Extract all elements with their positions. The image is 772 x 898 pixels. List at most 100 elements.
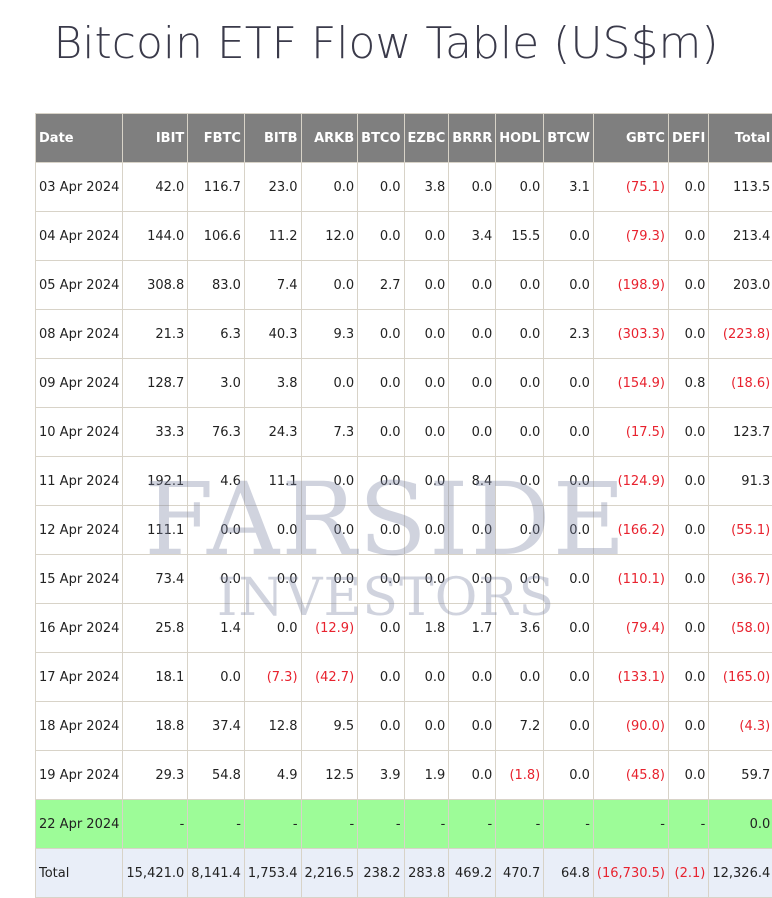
value-cell: 0.0 <box>496 310 544 359</box>
value-cell: 0.0 <box>544 653 594 702</box>
value-cell: 1.9 <box>404 751 449 800</box>
value-cell: 111.1 <box>123 506 188 555</box>
value-cell: 0.0 <box>668 751 708 800</box>
value-cell: 0.0 <box>668 702 708 751</box>
value-cell: 0.0 <box>544 408 594 457</box>
value-cell: 23.0 <box>244 163 301 212</box>
value-cell: 0.0 <box>449 506 496 555</box>
column-header-total: Total <box>709 114 772 163</box>
value-cell: 213.4 <box>709 212 772 261</box>
value-cell: 0.0 <box>358 359 404 408</box>
value-cell: 0.0 <box>188 555 245 604</box>
page-title: Bitcoin ETF Flow Table (US$m) <box>0 18 772 69</box>
value-cell: 469.2 <box>449 849 496 898</box>
value-cell: 203.0 <box>709 261 772 310</box>
value-cell: 9.5 <box>301 702 358 751</box>
value-cell: (4.3) <box>709 702 772 751</box>
value-cell: 238.2 <box>358 849 404 898</box>
date-cell: 22 Apr 2024 <box>36 800 123 849</box>
value-cell: (90.0) <box>593 702 668 751</box>
value-cell: 106.6 <box>188 212 245 261</box>
value-cell: 0.0 <box>301 555 358 604</box>
value-cell: 0.0 <box>668 261 708 310</box>
value-cell: 0.0 <box>404 457 449 506</box>
value-cell: 0.0 <box>544 212 594 261</box>
value-cell: 0.0 <box>358 310 404 359</box>
value-cell: (18.6) <box>709 359 772 408</box>
value-cell: 0.0 <box>358 163 404 212</box>
column-header-defi: DEFI <box>668 114 708 163</box>
value-cell: 0.0 <box>188 653 245 702</box>
value-cell: 64.8 <box>544 849 594 898</box>
value-cell: 0.0 <box>404 408 449 457</box>
date-cell: Total <box>36 849 123 898</box>
value-cell: 0.0 <box>496 653 544 702</box>
value-cell: 1.8 <box>404 604 449 653</box>
value-cell: 12.5 <box>301 751 358 800</box>
value-cell: (1.8) <box>496 751 544 800</box>
column-header-brrr: BRRR <box>449 114 496 163</box>
value-cell: (36.7) <box>709 555 772 604</box>
value-cell: 0.0 <box>404 702 449 751</box>
value-cell: 0.0 <box>188 506 245 555</box>
value-cell: 0.0 <box>244 555 301 604</box>
value-cell: 0.0 <box>449 408 496 457</box>
value-cell: 0.0 <box>404 261 449 310</box>
value-cell: - <box>496 800 544 849</box>
value-cell: 0.8 <box>668 359 708 408</box>
value-cell: (124.9) <box>593 457 668 506</box>
value-cell: 0.0 <box>358 506 404 555</box>
value-cell: - <box>593 800 668 849</box>
value-cell: 1,753.4 <box>244 849 301 898</box>
value-cell: 54.8 <box>188 751 245 800</box>
value-cell: 0.0 <box>544 261 594 310</box>
value-cell: 0.0 <box>668 310 708 359</box>
value-cell: 12.0 <box>301 212 358 261</box>
column-header-ezbc: EZBC <box>404 114 449 163</box>
value-cell: 33.3 <box>123 408 188 457</box>
value-cell: - <box>358 800 404 849</box>
date-cell: 05 Apr 2024 <box>36 261 123 310</box>
value-cell: 40.3 <box>244 310 301 359</box>
column-header-gbtc: GBTC <box>593 114 668 163</box>
value-cell: 0.0 <box>244 506 301 555</box>
column-header-date: Date <box>36 114 123 163</box>
date-cell: 03 Apr 2024 <box>36 163 123 212</box>
value-cell: 73.4 <box>123 555 188 604</box>
value-cell: (7.3) <box>244 653 301 702</box>
value-cell: 0.0 <box>301 359 358 408</box>
value-cell: 0.0 <box>358 604 404 653</box>
value-cell: - <box>404 800 449 849</box>
value-cell: - <box>301 800 358 849</box>
value-cell: 0.0 <box>496 359 544 408</box>
value-cell: 0.0 <box>544 751 594 800</box>
value-cell: 0.0 <box>449 702 496 751</box>
value-cell: 123.7 <box>709 408 772 457</box>
value-cell: (17.5) <box>593 408 668 457</box>
value-cell: 0.0 <box>358 555 404 604</box>
value-cell: 91.3 <box>709 457 772 506</box>
value-cell: 1.4 <box>188 604 245 653</box>
value-cell: (198.9) <box>593 261 668 310</box>
value-cell: 83.0 <box>188 261 245 310</box>
value-cell: (45.8) <box>593 751 668 800</box>
value-cell: 0.0 <box>668 653 708 702</box>
value-cell: 0.0 <box>668 506 708 555</box>
value-cell: 37.4 <box>188 702 245 751</box>
value-cell: 2.7 <box>358 261 404 310</box>
value-cell: 0.0 <box>544 702 594 751</box>
value-cell: 128.7 <box>123 359 188 408</box>
value-cell: 3.1 <box>544 163 594 212</box>
date-cell: 18 Apr 2024 <box>36 702 123 751</box>
value-cell: 0.0 <box>496 261 544 310</box>
value-cell: - <box>188 800 245 849</box>
value-cell: 0.0 <box>668 604 708 653</box>
value-cell: 0.0 <box>496 163 544 212</box>
value-cell: 0.0 <box>358 653 404 702</box>
value-cell: 12,326.4 <box>709 849 772 898</box>
value-cell: 3.6 <box>496 604 544 653</box>
value-cell: 7.2 <box>496 702 544 751</box>
